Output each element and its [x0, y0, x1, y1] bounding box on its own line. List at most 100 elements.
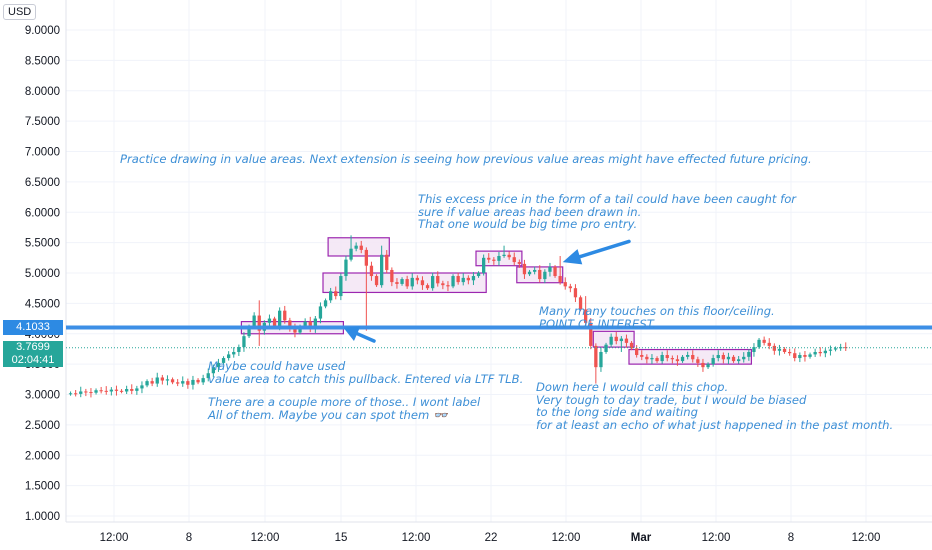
candle-body [635, 348, 639, 356]
y-tick-label: 6.0000 [25, 207, 60, 219]
candle-body [323, 300, 328, 307]
time-axis[interactable]: 12:00 8 12:00 15 12:00 22 12:00 Mar 12:00 8 12:00 [66, 521, 932, 544]
candle-body [660, 355, 664, 362]
candle-body [619, 338, 623, 342]
annotation-arrows[interactable] [343, 239, 631, 343]
annotation-couple-more[interactable]: There are a couple more of those.. I won… [208, 395, 481, 422]
candle-body [594, 345, 598, 368]
candle-body [487, 257, 491, 260]
annotation-point-of-interest[interactable]: Many many touches on this floor/ceiling.… [539, 304, 775, 331]
value-area-boxes[interactable] [240, 237, 753, 365]
candle-body [788, 351, 792, 354]
value-area-box[interactable] [327, 237, 390, 257]
candle-body [844, 347, 848, 349]
value-area-box[interactable] [322, 272, 487, 294]
candle-body [466, 277, 470, 281]
candle-body [558, 276, 562, 283]
candle-body [237, 347, 241, 352]
candle-body [135, 388, 139, 391]
candle-body [334, 291, 338, 297]
candle-body [640, 355, 644, 357]
candle-body [747, 351, 751, 357]
candle-body [267, 318, 272, 323]
value-area-box[interactable] [592, 330, 635, 348]
candle-body [339, 276, 343, 297]
candle-body [696, 359, 700, 363]
price-axis[interactable]: 9.0000 8.5000 8.0000 7.5000 7.0000 6.5000 6.00… [0, 0, 67, 550]
candle-body [415, 277, 419, 281]
level-price-label: 4.1033 [3, 319, 63, 335]
y-tick-label: 5.5000 [25, 238, 60, 250]
candle-body [492, 259, 496, 261]
candle-body [441, 283, 445, 286]
candle-body [165, 379, 170, 381]
candle-body [150, 381, 154, 384]
x-tick-label: 12:00 [702, 532, 731, 544]
y-tick-label: 1.5000 [25, 481, 60, 493]
candle-body [155, 377, 159, 384]
candle-body [614, 336, 618, 342]
candle-body [680, 356, 685, 362]
x-tick-label: 12:00 [552, 532, 581, 544]
candle-body [298, 326, 302, 333]
candle-body [181, 381, 185, 384]
candle-body [538, 269, 542, 280]
candle-body [216, 362, 221, 368]
candle-body [227, 354, 231, 359]
candle-body [793, 353, 797, 359]
candle-body [451, 276, 455, 287]
candle-body [247, 326, 251, 337]
annotation-practice[interactable]: Practice drawing in value areas. Next ex… [120, 152, 812, 166]
candle-body [675, 359, 680, 362]
candle-body [405, 279, 409, 287]
last-price-label: 3.7699 [3, 340, 63, 354]
candle-body [548, 266, 552, 272]
candle-body [818, 351, 822, 354]
candle-body [380, 254, 384, 286]
candle-body [497, 255, 501, 261]
annotation-chop[interactable]: Down here I would call this chop. Very t… [536, 380, 894, 432]
candle-body [221, 358, 226, 363]
candle-body [374, 276, 379, 286]
annotation-pullback[interactable]: Maybe could have used value area to catc… [208, 359, 524, 386]
candle-body [803, 355, 807, 357]
annotation-excess-tail[interactable]: This excess price in the form of a tail … [418, 192, 797, 232]
candle-body [191, 379, 195, 385]
candle-body [109, 389, 113, 392]
candle-body [686, 355, 690, 357]
candle-body [701, 362, 705, 368]
candle-body [160, 377, 164, 381]
arrow-head [343, 326, 361, 342]
candle-body [517, 262, 521, 264]
x-tick-label: Mar [631, 532, 652, 544]
y-tick-label: 8.0000 [25, 86, 60, 98]
candle-body [119, 390, 124, 392]
candle-body [691, 355, 695, 360]
y-tick-label: 7.5000 [25, 116, 60, 128]
candle-body [512, 257, 516, 263]
candle-body [731, 356, 736, 362]
candle-body [757, 339, 761, 348]
candle-body [140, 385, 144, 389]
candle-body [655, 358, 659, 362]
candle-body [568, 286, 572, 289]
candle-body [456, 276, 460, 283]
candle-body [543, 271, 547, 280]
arrow-shaft [578, 239, 631, 259]
x-tick-label: 8 [788, 532, 794, 544]
candle-body [84, 391, 88, 393]
candle-body [257, 315, 261, 331]
value-area-box[interactable] [628, 348, 753, 365]
candle-body [563, 282, 567, 287]
candle-body [446, 285, 450, 287]
candle-body [716, 355, 720, 359]
candle-body [125, 389, 129, 392]
candle-body [522, 263, 527, 275]
candle-body [828, 349, 833, 351]
y-tick-label: 2.0000 [25, 450, 60, 462]
candle-body [89, 392, 93, 394]
y-tick-label: 5.0000 [25, 268, 60, 280]
price-levels[interactable] [66, 325, 932, 349]
currency-button[interactable]: USD [3, 4, 37, 20]
